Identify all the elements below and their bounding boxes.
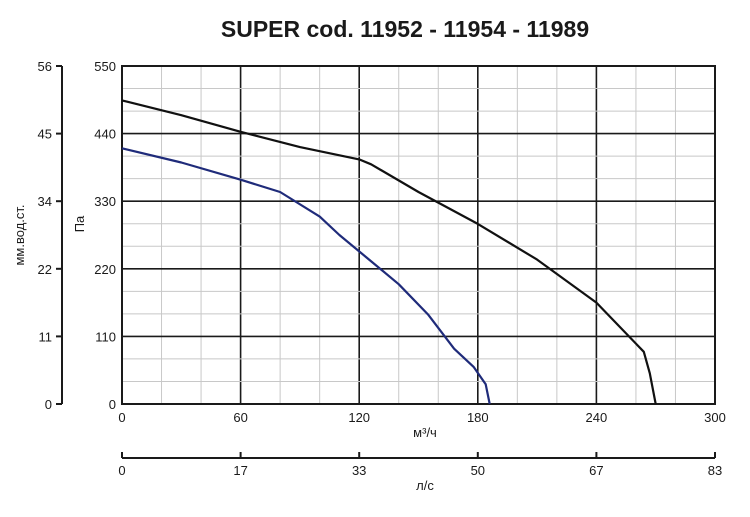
plot-frame <box>121 65 716 405</box>
x-tick-label: 300 <box>704 410 726 425</box>
secondary-y-tick-label: 56 <box>38 59 52 74</box>
secondary-x-ticks: 0 17 33 50 67 83 <box>118 452 722 478</box>
y-ticks: 0 110 220 330 440 550 <box>94 59 116 412</box>
series-group <box>121 99 657 405</box>
y-axis-label: Па <box>72 215 87 232</box>
secondary-x-axis-label: л/с <box>416 478 434 493</box>
y-tick-label: 440 <box>94 127 116 142</box>
secondary-y-tick-label: 11 <box>39 329 53 344</box>
secondary-y-axis-label: мм.вод.ст. <box>12 204 27 265</box>
x-tick-label: 180 <box>467 410 489 425</box>
secondary-y-tick-label: 34 <box>38 194 52 209</box>
secondary-y-ticks: 0 11 22 34 45 56 <box>38 59 62 412</box>
x-tick-label: 60 <box>233 410 247 425</box>
chart-title: SUPER cod. 11952 - 11954 - 11989 <box>221 16 589 42</box>
x-axis-label: м³/ч <box>413 425 437 440</box>
x-tick-label: 120 <box>348 410 370 425</box>
y-tick-label: 550 <box>94 59 116 74</box>
secondary-x-tick-label: 83 <box>708 463 722 478</box>
secondary-x-tick-label: 67 <box>589 463 603 478</box>
secondary-x-tick-label: 50 <box>471 463 485 478</box>
y-tick-label: 110 <box>95 329 116 344</box>
y-tick-label: 0 <box>109 397 116 412</box>
y-tick-label: 220 <box>94 262 116 277</box>
secondary-y-tick-label: 45 <box>38 127 52 142</box>
secondary-x-tick-label: 17 <box>233 463 247 478</box>
x-tick-label: 0 <box>118 410 125 425</box>
secondary-y-tick-label: 0 <box>45 397 52 412</box>
grid <box>121 65 716 405</box>
series-line-1 <box>121 99 657 405</box>
secondary-y-tick-label: 22 <box>38 262 52 277</box>
y-tick-label: 330 <box>94 194 116 209</box>
x-ticks: 0 60 120 180 240 300 <box>118 410 725 425</box>
x-tick-label: 240 <box>586 410 608 425</box>
series-line-2 <box>121 147 491 405</box>
secondary-x-tick-label: 33 <box>352 463 366 478</box>
secondary-x-tick-label: 0 <box>118 463 125 478</box>
